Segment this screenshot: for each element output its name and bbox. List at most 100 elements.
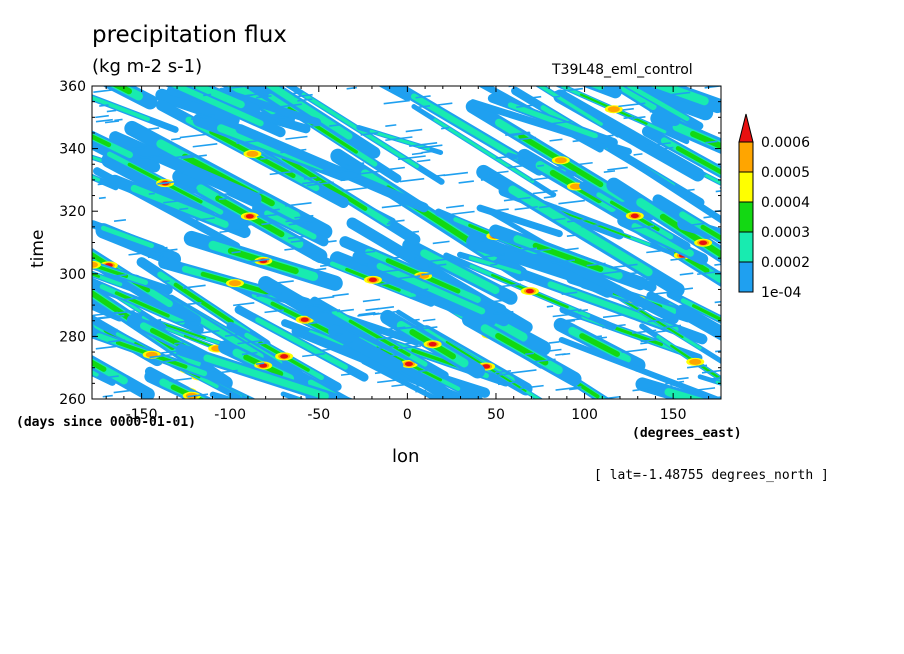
precip-dash [404, 341, 423, 345]
precip-dash [421, 271, 445, 276]
precip-dash [555, 353, 566, 356]
precip-dash [483, 253, 505, 258]
precip-streak-core [537, 86, 603, 126]
precip-dash [346, 86, 357, 90]
precip-dash [428, 257, 451, 263]
precip-dash [231, 250, 241, 254]
precip-dash [110, 328, 118, 332]
precip-dash [385, 124, 397, 127]
precip-dash [415, 288, 429, 292]
precip-dash [720, 221, 721, 224]
precip-dash [509, 369, 537, 374]
precip-dash [179, 207, 189, 211]
latitude-annotation: [ lat=-1.48755 degrees_north ] [594, 468, 829, 483]
precip-dash [697, 270, 720, 276]
x-tick-label: 50 [487, 407, 505, 423]
precip-dash [413, 105, 431, 109]
precip-dash [224, 333, 238, 337]
precip-dash [677, 188, 695, 193]
precip-dash [567, 218, 590, 223]
precip-dash [514, 247, 538, 252]
precip-dash [543, 195, 555, 199]
precip-dash [104, 120, 120, 124]
precip-dash [318, 240, 337, 244]
colorbar-label: 1e-04 [761, 285, 801, 301]
precip-dash [422, 318, 436, 322]
precip-dash [709, 376, 721, 380]
precip-dash [548, 341, 560, 344]
precip-dash [264, 309, 284, 314]
precip-dash [668, 91, 691, 96]
precip-streak-core [433, 118, 535, 183]
precip-dash [256, 191, 266, 195]
precip-dash [553, 217, 566, 221]
precip-streak-core [691, 304, 721, 322]
precip-dash [172, 154, 195, 159]
precip-dash [256, 213, 279, 218]
precip-dash [421, 149, 439, 154]
precip-dash [411, 318, 420, 322]
y-tick-label: 280 [59, 329, 86, 345]
run-label: T39L48_eml_control [552, 62, 693, 78]
precip-cell [689, 358, 702, 365]
precip-dash [109, 273, 127, 278]
precip-streak [328, 324, 404, 373]
precip-dash [294, 93, 313, 98]
precip-dash [622, 271, 640, 276]
chart-units: (kg m-2 s-1) [92, 56, 203, 77]
precip-dash [715, 350, 721, 353]
precip-dash [436, 174, 446, 177]
precip-dash [428, 263, 447, 268]
precip-dash [288, 221, 313, 226]
precip-dash [374, 370, 390, 375]
precip-dash [537, 164, 545, 167]
precip-dash [529, 279, 541, 283]
precip-dash [488, 208, 509, 213]
precip-dash [98, 196, 106, 200]
precip-dash [415, 389, 427, 393]
colorbar-band [738, 201, 754, 233]
precip-streak-core [579, 333, 620, 357]
precip-dash [102, 394, 113, 398]
precip-dash [296, 298, 318, 303]
precip-dash [370, 345, 395, 350]
precip-dash [157, 180, 179, 185]
precip-cell [259, 407, 277, 415]
precip-streak-core [700, 224, 721, 241]
precip-dash [578, 161, 593, 166]
precip-streak [155, 88, 240, 127]
precip-streak-core [410, 93, 521, 161]
precip-dash [360, 132, 379, 136]
precip-dash [269, 208, 280, 212]
precip-dash [516, 136, 537, 141]
precip-dash [649, 329, 668, 334]
precip-dash [715, 190, 721, 193]
colorbar-label: 0.0003 [761, 225, 810, 241]
precip-dash [163, 199, 186, 204]
precip-cell-peak [404, 361, 413, 367]
precip-cell [62, 123, 80, 131]
precip-streak-core [690, 130, 721, 150]
precip-dash [676, 376, 689, 380]
precip-dash [432, 240, 450, 245]
precip-streak [235, 124, 429, 213]
precip-dash [409, 142, 438, 148]
precip-dash [335, 169, 354, 173]
precip-dash [390, 353, 401, 357]
precip-dash [503, 196, 531, 202]
precip-dash [665, 380, 685, 385]
precip-dash [410, 383, 431, 388]
precip-dash [179, 133, 207, 139]
y-axis-label: time [28, 229, 48, 268]
precip-dash [519, 384, 544, 390]
precip-dash [499, 283, 522, 288]
precip-dash [261, 221, 277, 226]
precip-streak [607, 144, 721, 224]
precip-dash [554, 87, 583, 93]
precip-dash [320, 264, 328, 268]
precip-streak-core [675, 146, 721, 175]
precip-dash [137, 154, 165, 160]
precip-streak-core [101, 225, 154, 249]
precip-dash [310, 246, 318, 249]
